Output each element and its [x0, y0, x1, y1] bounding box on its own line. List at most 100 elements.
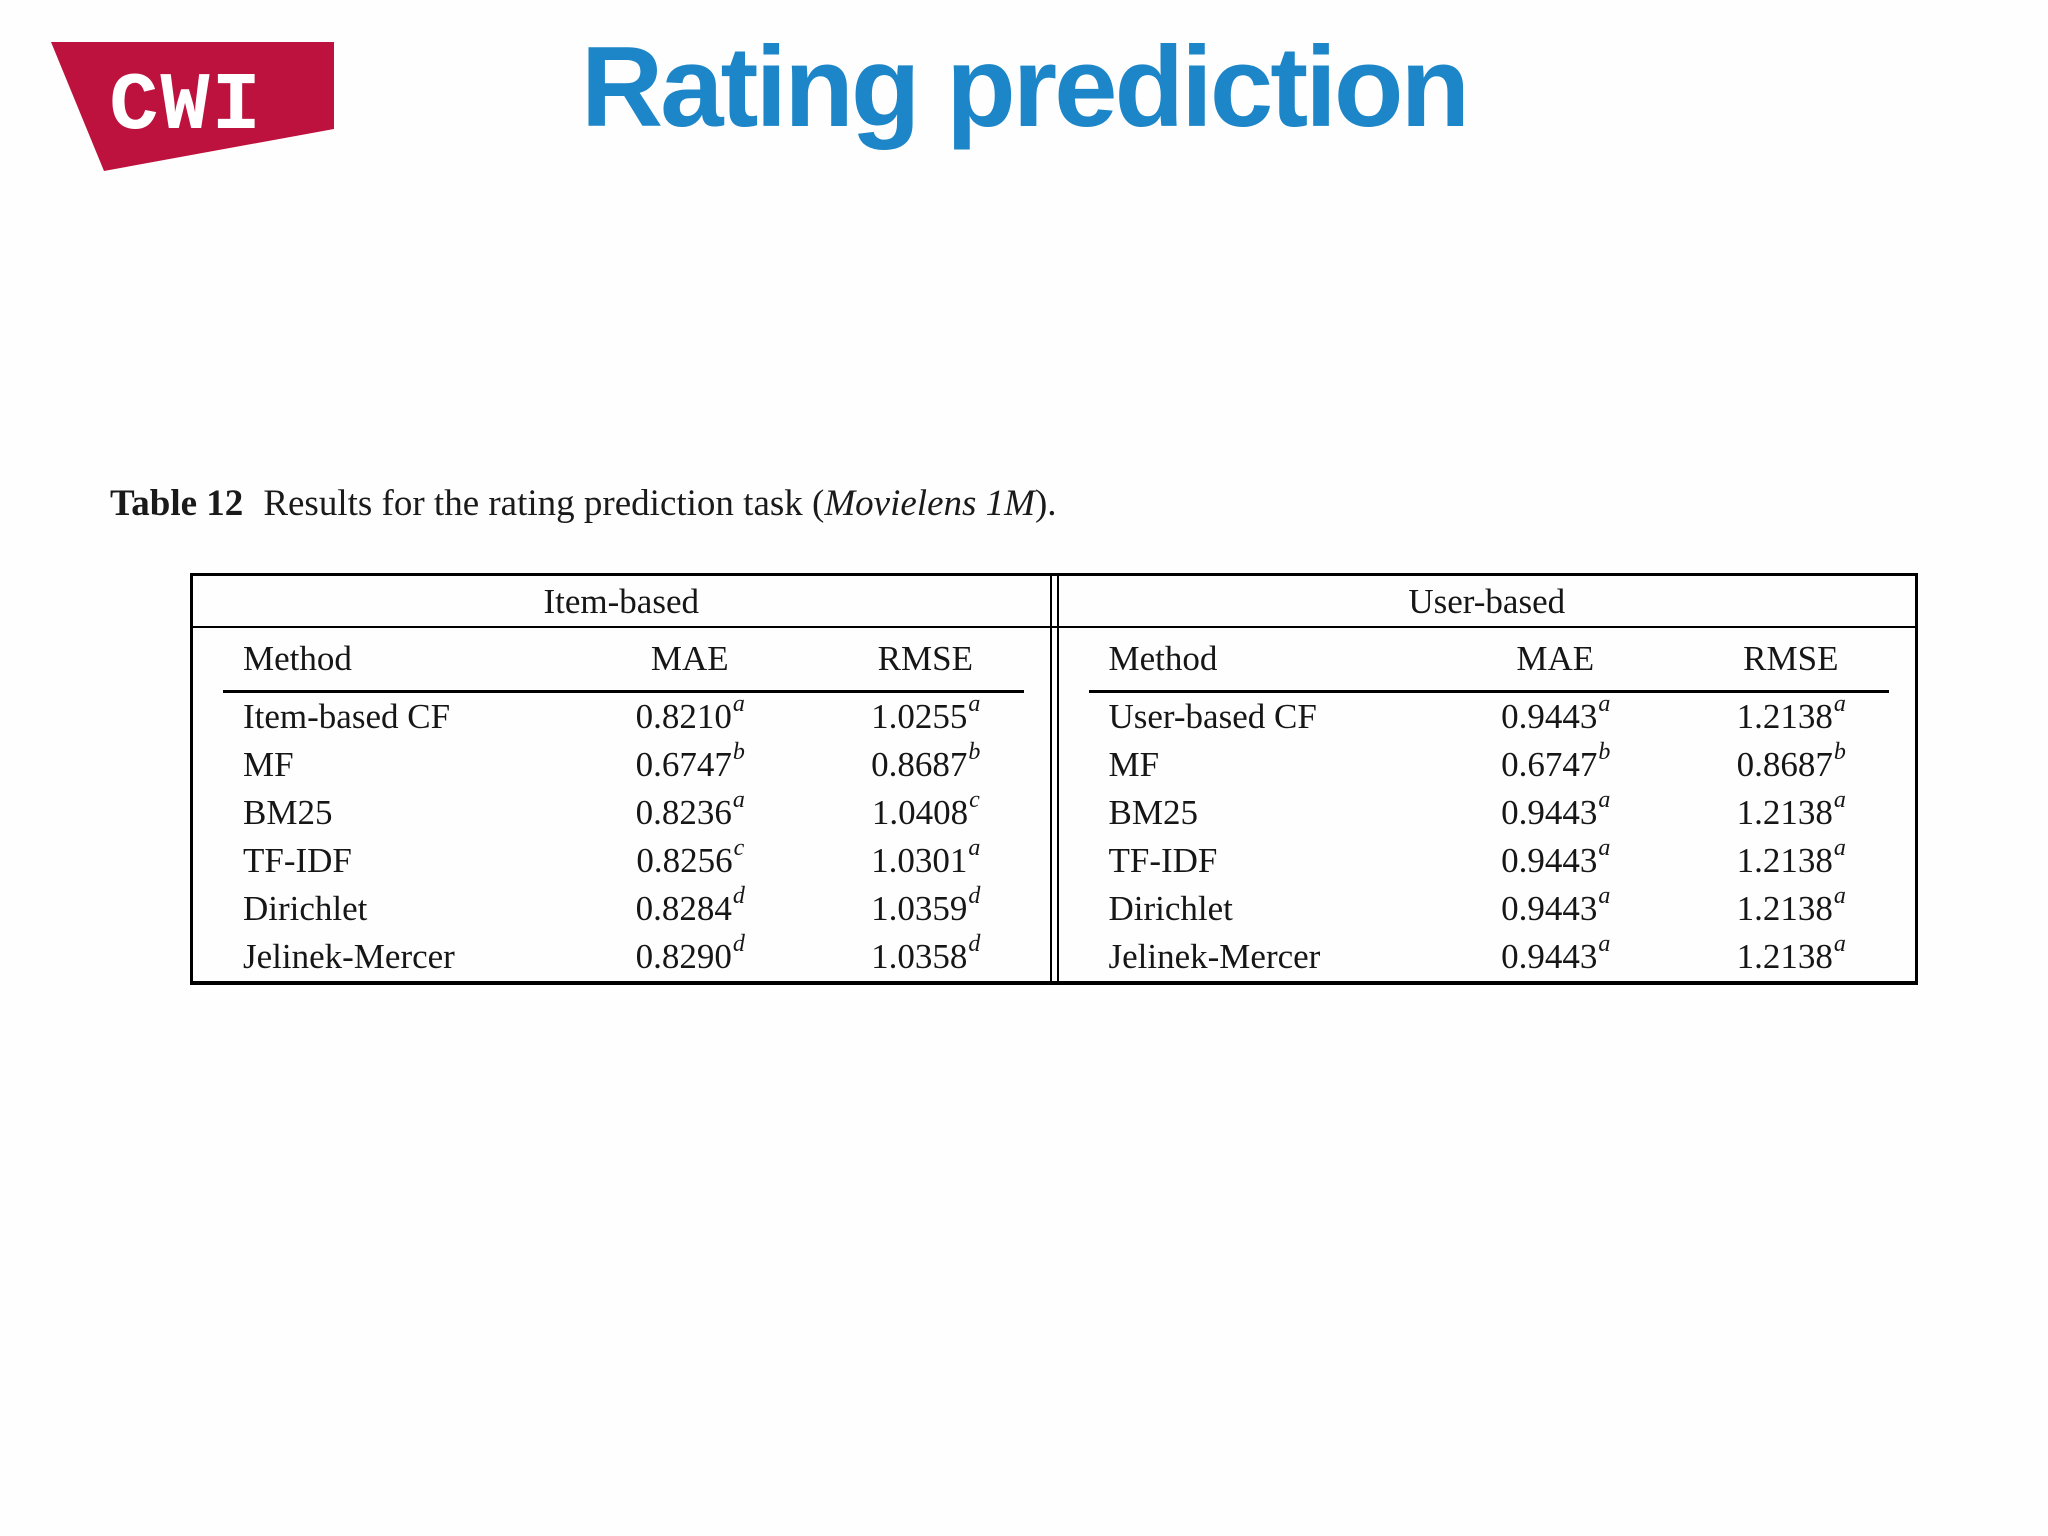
- caption-text: Results for the rating prediction task (: [263, 483, 825, 524]
- rmse-significance-superscript: a: [1833, 931, 1846, 958]
- table-double-divider: [1049, 576, 1059, 981]
- mae-cell: 0.8256c: [636, 835, 745, 880]
- column-header-method: Method: [1108, 639, 1218, 678]
- mae-significance-superscript: b: [1598, 739, 1611, 766]
- mae-cell: 0.9443a: [1501, 835, 1611, 880]
- mae-significance-superscript: c: [733, 835, 745, 862]
- mae-cell: 0.9443a: [1501, 931, 1611, 976]
- slide-title: Rating prediction: [580, 24, 1470, 151]
- method-cell: TF-IDF: [243, 841, 352, 880]
- column-header-mae: MAE: [1516, 639, 1595, 678]
- mae-significance-superscript: a: [1598, 787, 1611, 814]
- mae-cell: 0.8236a: [635, 787, 745, 832]
- rmse-cell: 1.0408c: [871, 787, 980, 832]
- header-underline: [1088, 690, 1889, 693]
- method-cell: Item-based CF: [243, 697, 451, 736]
- mae-cell: 0.6747b: [635, 739, 745, 784]
- rmse-cell: 1.2138a: [1736, 883, 1846, 928]
- mae-cell: 0.9443a: [1501, 691, 1611, 736]
- group-header-user-based: User-based: [1408, 582, 1566, 621]
- caption-emphasis: Movielens 1M: [824, 483, 1035, 524]
- column-header-method: Method: [243, 639, 352, 678]
- table-row: Dirichlet 0.9443a 1.2138a: [1059, 883, 1916, 933]
- column-header-mae: MAE: [650, 639, 729, 678]
- mae-significance-superscript: d: [732, 931, 745, 958]
- column-header-rmse: RMSE: [877, 639, 973, 678]
- rmse-cell: 1.0301a: [871, 835, 981, 880]
- cwi-logo-text: CWI: [109, 60, 263, 153]
- column-headers: Method MAE RMSE: [193, 628, 1050, 690]
- column-headers: Method MAE RMSE: [1059, 628, 1916, 690]
- mae-cell: 0.6747b: [1501, 739, 1611, 784]
- item-based-rows: Item-based CF 0.8210a 1.0255a MF 0.6747b…: [193, 691, 1050, 981]
- caption-label: Table 12: [110, 483, 244, 524]
- user-based-rows: User-based CF 0.9443a 1.2138a MF 0.6747b…: [1059, 691, 1916, 981]
- cwi-logo: CWI: [51, 42, 334, 171]
- group-header-item-based: Item-based: [543, 582, 699, 621]
- rmse-significance-superscript: a: [1833, 787, 1846, 814]
- method-cell: MF: [1108, 745, 1160, 784]
- rmse-significance-superscript: b: [1833, 739, 1846, 766]
- method-cell: BM25: [243, 793, 333, 832]
- table-row: Item-based CF 0.8210a 1.0255a: [193, 691, 1050, 741]
- method-cell: User-based CF: [1108, 697, 1317, 736]
- rmse-significance-superscript: a: [1833, 883, 1846, 910]
- mae-significance-superscript: a: [1598, 883, 1611, 910]
- mae-cell: 0.8210a: [635, 691, 745, 736]
- table-row: Dirichlet 0.8284d 1.0359d: [193, 883, 1050, 933]
- rmse-significance-superscript: a: [1833, 691, 1846, 718]
- method-cell: Jelinek-Mercer: [1108, 937, 1321, 976]
- results-table: Item-based Method MAE RMSE Item-based CF…: [190, 573, 1918, 985]
- rmse-cell: 1.2138a: [1736, 931, 1846, 976]
- table-row: User-based CF 0.9443a 1.2138a: [1059, 691, 1916, 741]
- column-header-rmse: RMSE: [1743, 639, 1839, 678]
- method-cell: BM25: [1108, 793, 1198, 832]
- rmse-significance-superscript: a: [1833, 835, 1846, 862]
- table-row: BM25 0.8236a 1.0408c: [193, 787, 1050, 837]
- method-cell: Dirichlet: [243, 889, 368, 928]
- mae-significance-superscript: a: [1598, 835, 1611, 862]
- method-cell: TF-IDF: [1108, 841, 1218, 880]
- rmse-significance-superscript: d: [968, 931, 981, 958]
- mae-significance-superscript: d: [732, 883, 745, 910]
- rmse-cell: 0.8687b: [1736, 739, 1846, 784]
- table-row: BM25 0.9443a 1.2138a: [1059, 787, 1916, 837]
- header-underline: [223, 690, 1024, 693]
- mae-cell: 0.9443a: [1501, 787, 1611, 832]
- group-header-rule: [193, 626, 1915, 628]
- table-row: TF-IDF 0.9443a 1.2138a: [1059, 835, 1916, 885]
- table-row: TF-IDF 0.8256c 1.0301a: [193, 835, 1050, 885]
- method-cell: MF: [243, 745, 294, 784]
- cwi-logo-flag-shape: [51, 42, 334, 171]
- table-row: MF 0.6747b 0.8687b: [193, 739, 1050, 789]
- item-based-panel: Item-based Method MAE RMSE Item-based CF…: [193, 576, 1050, 981]
- mae-significance-superscript: a: [1598, 691, 1611, 718]
- rmse-cell: 1.0255a: [871, 691, 981, 736]
- rmse-cell: 1.0358d: [871, 931, 981, 976]
- rmse-significance-superscript: a: [968, 691, 981, 718]
- mae-significance-superscript: a: [1598, 931, 1611, 958]
- caption-suffix: ).: [1034, 483, 1057, 524]
- rmse-cell: 1.2138a: [1736, 835, 1846, 880]
- table-row: MF 0.6747b 0.8687b: [1059, 739, 1916, 789]
- user-based-panel: User-based Method MAE RMSE User-based CF…: [1059, 576, 1916, 981]
- table-row: Jelinek-Mercer 0.8290d 1.0358d: [193, 931, 1050, 981]
- mae-cell: 0.9443a: [1501, 883, 1611, 928]
- method-cell: Dirichlet: [1108, 889, 1233, 928]
- rmse-cell: 0.8687b: [871, 739, 981, 784]
- mae-significance-superscript: b: [732, 739, 745, 766]
- rmse-cell: 1.0359d: [871, 883, 981, 928]
- mae-cell: 0.8290d: [635, 931, 745, 976]
- rmse-cell: 1.2138a: [1736, 787, 1846, 832]
- mae-cell: 0.8284d: [635, 883, 745, 928]
- rmse-significance-superscript: a: [968, 835, 981, 862]
- rmse-significance-superscript: d: [968, 883, 981, 910]
- mae-significance-superscript: a: [732, 787, 745, 814]
- mae-significance-superscript: a: [732, 691, 745, 718]
- rmse-cell: 1.2138a: [1736, 691, 1846, 736]
- rmse-significance-superscript: b: [968, 739, 981, 766]
- method-cell: Jelinek-Mercer: [243, 937, 455, 976]
- rmse-significance-superscript: c: [969, 787, 980, 814]
- table-row: Jelinek-Mercer 0.9443a 1.2138a: [1059, 931, 1916, 981]
